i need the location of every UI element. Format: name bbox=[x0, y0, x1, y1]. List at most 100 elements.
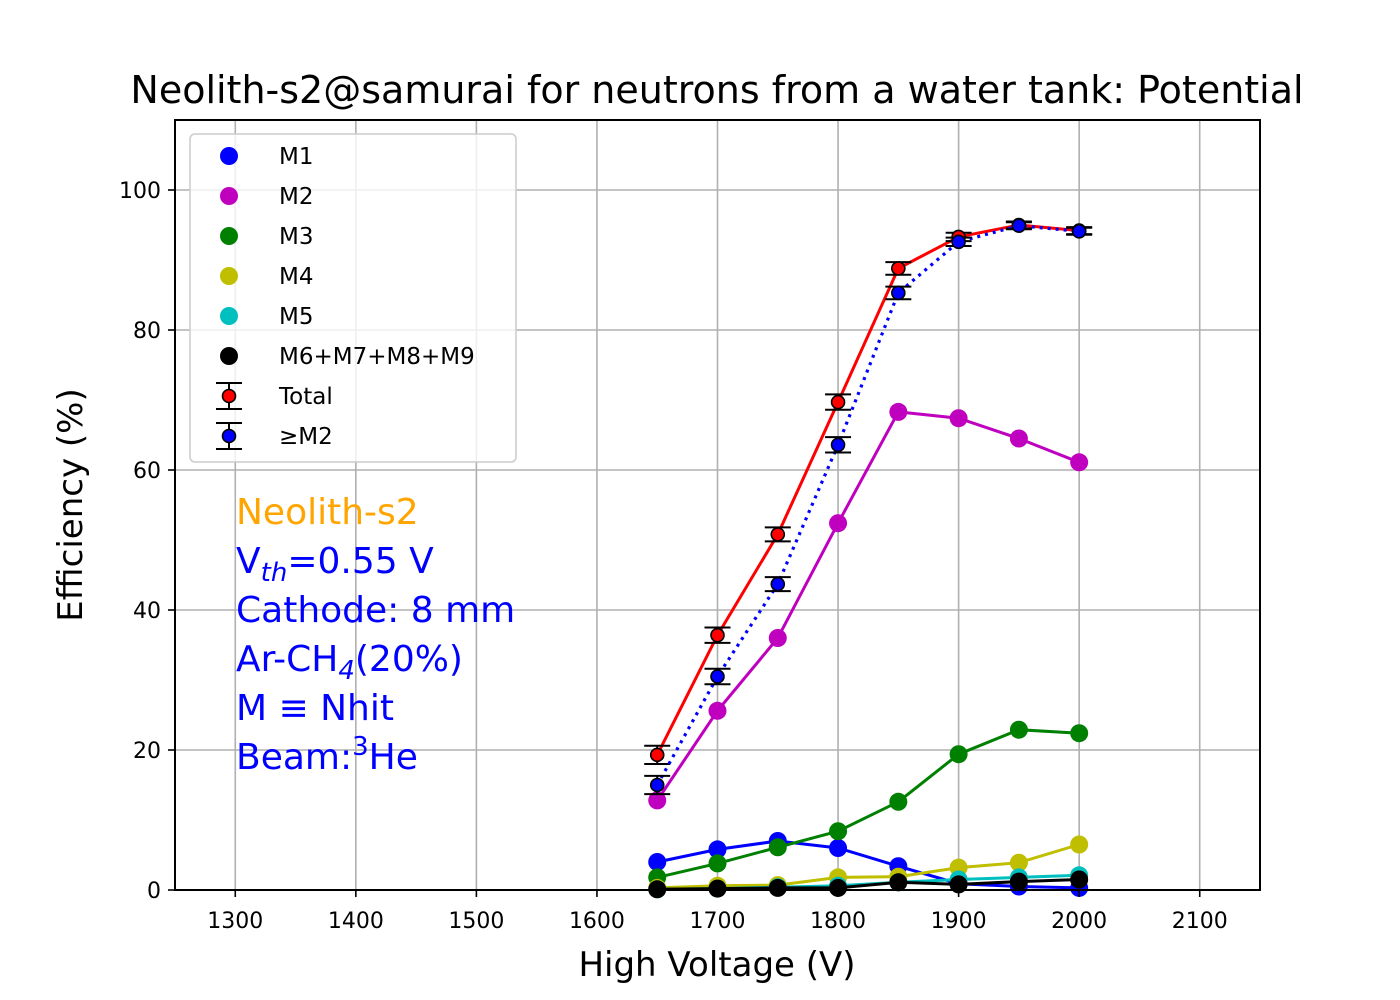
data-point bbox=[889, 792, 908, 811]
data-point bbox=[1009, 853, 1028, 872]
data-point bbox=[710, 627, 725, 643]
data-point bbox=[949, 745, 968, 764]
data-point bbox=[1009, 429, 1028, 448]
series-1 bbox=[648, 402, 1089, 810]
legend-marker bbox=[220, 267, 238, 285]
annotation-superscript: 3 bbox=[352, 732, 369, 762]
legend-entry: M3 bbox=[220, 224, 313, 250]
series-2 bbox=[648, 720, 1089, 887]
annotation-line: M ≡ Nhit bbox=[236, 688, 394, 729]
annotation-text: Ar-CH bbox=[236, 639, 338, 680]
data-point bbox=[1009, 720, 1028, 739]
data-point bbox=[1011, 218, 1027, 233]
data-point bbox=[829, 839, 848, 857]
legend-label: M3 bbox=[279, 224, 313, 250]
data-point bbox=[768, 629, 787, 647]
series-6 bbox=[644, 217, 1093, 765]
annotation-line: Beam:3He bbox=[236, 732, 418, 778]
legend-entry: ≥M2 bbox=[216, 422, 333, 450]
data-point bbox=[1070, 835, 1089, 854]
annotation-line: Ar-CH4(20%) bbox=[236, 639, 463, 686]
data-point bbox=[829, 514, 848, 533]
x-tick-label: 1800 bbox=[810, 909, 866, 934]
annotation-subscript: th bbox=[261, 558, 288, 588]
x-tick-label: 2100 bbox=[1172, 909, 1228, 934]
legend-label: M6+M7+M8+M9 bbox=[279, 344, 475, 370]
legend-marker bbox=[221, 388, 237, 404]
series-line bbox=[655, 224, 1080, 786]
legend-label: M4 bbox=[279, 264, 313, 290]
series-line bbox=[655, 410, 1080, 802]
legend-label: Total bbox=[278, 384, 333, 410]
x-tick-label: 2000 bbox=[1051, 909, 1107, 934]
annotation-text: V bbox=[236, 541, 261, 582]
data-point bbox=[649, 777, 665, 793]
legend-label: M5 bbox=[279, 304, 313, 330]
data-point bbox=[891, 285, 906, 301]
y-tick-label: 0 bbox=[147, 879, 161, 904]
legend-marker bbox=[220, 307, 238, 325]
data-point bbox=[708, 701, 727, 720]
legend: M1 M2 M3 M4 M5 M6+M7+M8+M9 Total ≥M2 bbox=[189, 133, 517, 463]
x-tick-label: 1600 bbox=[569, 909, 625, 934]
data-point bbox=[1071, 224, 1087, 239]
y-tick-label: 60 bbox=[133, 459, 161, 484]
legend-entry: M5 bbox=[220, 304, 313, 330]
annotation-text: He bbox=[369, 737, 418, 778]
y-tick-label: 100 bbox=[119, 179, 161, 204]
y-tick-label: 20 bbox=[133, 739, 161, 764]
data-point bbox=[770, 576, 786, 592]
x-tick-label: 1500 bbox=[448, 909, 504, 934]
data-point bbox=[1070, 724, 1089, 743]
legend-marker bbox=[220, 187, 238, 205]
data-point bbox=[1009, 872, 1028, 891]
data-point bbox=[649, 747, 665, 763]
data-point bbox=[768, 878, 787, 897]
series-line bbox=[657, 878, 1080, 891]
data-point bbox=[770, 527, 786, 542]
y-tick-label: 40 bbox=[133, 599, 161, 624]
legend-label: ≥M2 bbox=[279, 424, 333, 450]
series-line bbox=[657, 843, 1080, 890]
series-line bbox=[656, 728, 1080, 879]
axis-ticks: 1300 1400 1500 1600 1700 1800 1900 2000 2100 0 20 4… bbox=[119, 179, 1228, 934]
annotation-line: Neolith-s2 bbox=[236, 492, 419, 533]
annotation-text: M ≡ Nhit bbox=[236, 688, 394, 729]
legend-marker bbox=[221, 428, 237, 444]
legend-entry: Total bbox=[216, 382, 333, 410]
annotation-text: =0.55 V bbox=[287, 541, 434, 582]
y-tick-label: 80 bbox=[133, 319, 161, 344]
data-point bbox=[949, 875, 968, 894]
data-point bbox=[1070, 870, 1089, 889]
series-5 bbox=[648, 870, 1089, 899]
series-7 bbox=[644, 218, 1093, 796]
annotation-line: Cathode: 8 mm bbox=[236, 590, 515, 631]
legend-label: M1 bbox=[279, 144, 313, 170]
chart-title: Neolith-s2@samurai for neutrons from a w… bbox=[130, 68, 1303, 112]
x-tick-label: 1300 bbox=[207, 909, 263, 934]
legend-label: M2 bbox=[279, 184, 313, 210]
plot-series bbox=[644, 217, 1093, 899]
data-point bbox=[710, 669, 725, 684]
legend-entry: M6+M7+M8+M9 bbox=[220, 344, 475, 370]
y-axis-label: Efficiency (%) bbox=[51, 388, 91, 621]
data-point bbox=[889, 402, 908, 421]
x-tick-label: 1700 bbox=[690, 909, 746, 934]
data-point bbox=[949, 409, 968, 428]
annotation-text: Cathode: 8 mm bbox=[236, 590, 515, 631]
legend-box bbox=[189, 133, 517, 463]
legend-marker bbox=[220, 347, 238, 365]
annotation-text: Neolith-s2 bbox=[236, 492, 419, 533]
data-point bbox=[889, 873, 908, 892]
data-point bbox=[648, 853, 667, 871]
annotation-line: Vth=0.55 V bbox=[236, 541, 434, 588]
data-point bbox=[648, 791, 667, 810]
data-point bbox=[1070, 453, 1089, 472]
data-point bbox=[829, 878, 848, 897]
data-point bbox=[768, 838, 787, 857]
legend-marker bbox=[220, 227, 238, 245]
data-point bbox=[830, 437, 846, 453]
data-point bbox=[708, 879, 727, 898]
